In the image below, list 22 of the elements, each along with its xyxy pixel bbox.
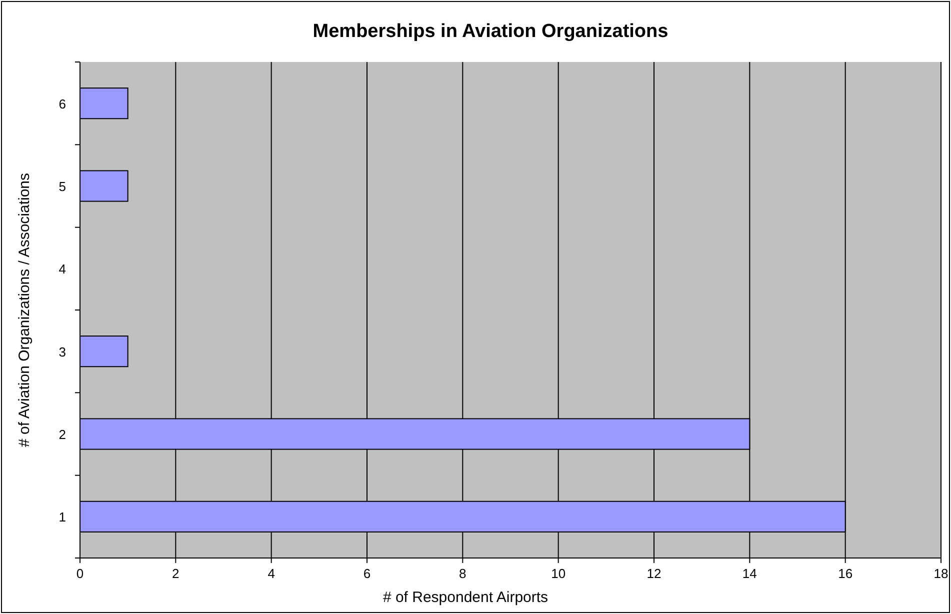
x-tick-label: 0 [76,566,84,581]
x-tick-label: 6 [363,566,371,581]
y-axis-title: # of Aviation Organizations / Associations [16,172,33,448]
x-tick-label: 4 [268,566,275,581]
x-tick-label: 10 [551,566,566,581]
y-tick-label: 3 [58,344,66,360]
x-tick-label: 2 [172,566,180,581]
x-tick-label: 18 [934,566,948,581]
bar [80,88,128,120]
x-axis-title: # of Respondent Airports [382,589,548,606]
chart-title: Memberships in Aviation Organizations [312,21,668,42]
x-tick-label: 12 [646,566,662,581]
bar [80,336,128,368]
y-tick-label: 5 [58,179,66,194]
y-tick-label: 4 [58,262,66,277]
y-tick-label: 2 [58,427,66,442]
y-tick-label: 6 [58,96,66,112]
bar [80,170,128,202]
y-tick-label: 1 [58,510,66,525]
x-tick-label: 14 [742,566,757,581]
x-tick-label: 16 [838,566,853,581]
x-tick-label: 8 [459,566,466,581]
